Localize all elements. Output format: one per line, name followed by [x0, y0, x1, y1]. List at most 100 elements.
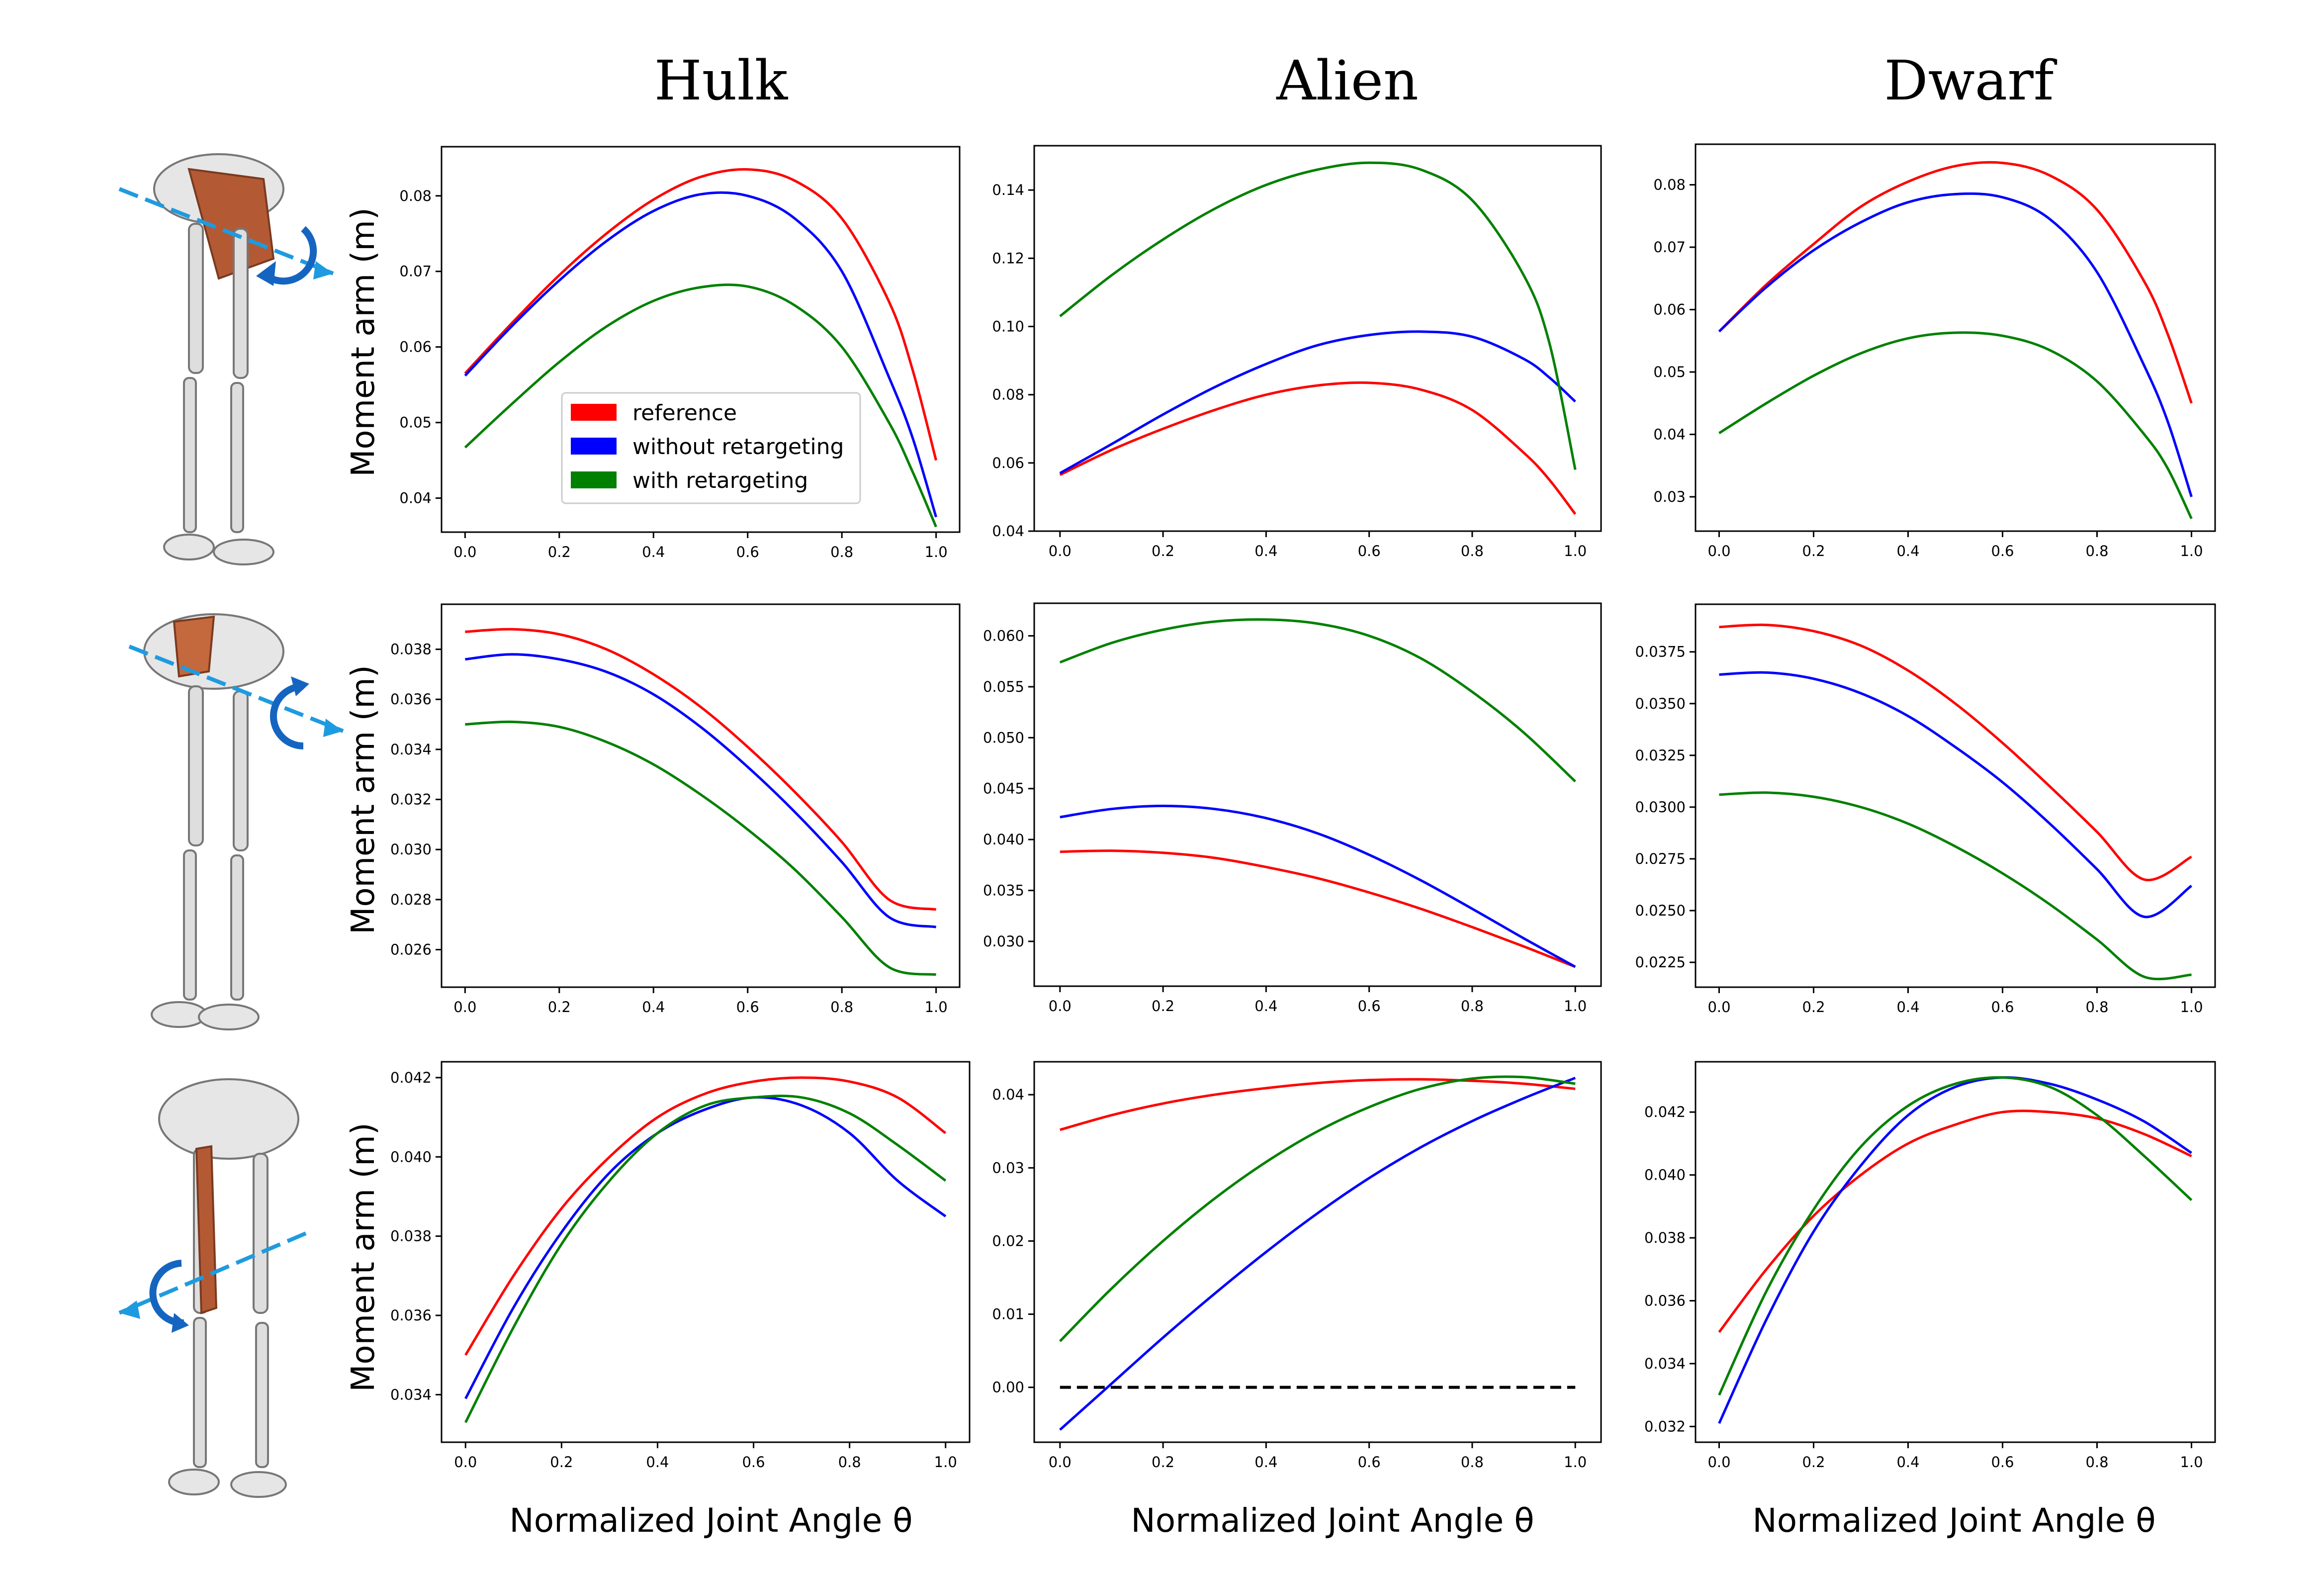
panel-r1c3: 0.0 0.2 0.4 0.6 0.8 1.0 0.03 0.04 0.05 0.06 0.07 0.…: [1653, 143, 2216, 559]
x-tick-label: 0.0: [1707, 999, 1730, 1016]
legend-swatch-without-retargeting: [571, 438, 617, 455]
y-tick-label: 0.07: [1653, 239, 1686, 256]
y-tick-label: 0.04: [992, 523, 1024, 540]
legend-swatch-reference: [571, 404, 617, 421]
legend-box: [561, 392, 861, 504]
y-tick-label: 0.038: [1644, 1229, 1686, 1246]
y-tick-label: 0.06: [399, 339, 432, 356]
x-tick-label: 1.0: [934, 1454, 957, 1471]
y-tick-label: 0.08: [992, 386, 1024, 403]
series-line-with-retargeting: [464, 1095, 947, 1423]
x-axis-label-dwarf: Normalized Joint Angle θ: [1752, 1501, 2155, 1540]
series-line-with-retargeting: [1059, 1075, 1576, 1342]
y-axis-label-row1: Moment arm (m): [345, 207, 382, 476]
series-line-reference: [1718, 1110, 2192, 1333]
y-tick-label: 0.034: [390, 741, 432, 758]
y-tick-label: 0.0275: [1635, 850, 1686, 867]
x-tick-label: 0.2: [550, 1454, 573, 1471]
series-line-without-retargeting: [1719, 671, 2192, 919]
x-tick-label: 0.8: [830, 999, 853, 1016]
legend: reference without retargeting with retar…: [561, 392, 861, 504]
x-tick-label: 0.2: [1152, 543, 1174, 559]
x-tick-label: 0.2: [1802, 543, 1825, 559]
y-tick-label: 0.14: [992, 182, 1024, 198]
series-line-with-retargeting: [1718, 1076, 2193, 1396]
x-tick-label: 1.0: [2180, 543, 2203, 559]
x-tick-label: 0.6: [1991, 999, 2014, 1016]
y-tick-label: 0.030: [983, 933, 1024, 950]
series-line-with-retargeting: [1718, 331, 2193, 519]
y-tick-label: 0.050: [983, 729, 1024, 746]
x-tick-label: 0.2: [548, 544, 571, 560]
x-tick-label: 0.6: [1358, 543, 1381, 559]
y-tick-label: 0.0325: [1635, 747, 1686, 764]
y-tick-label: 0.034: [1644, 1355, 1686, 1372]
x-tick-label: 0.4: [1896, 1454, 1919, 1471]
y-tick-label: 0.04: [992, 1086, 1024, 1103]
x-tick-label: 0.4: [1254, 998, 1277, 1015]
x-tick-label: 0.0: [1707, 1454, 1730, 1471]
y-tick-label: 0.08: [399, 187, 432, 204]
x-tick-label: 1.0: [925, 999, 948, 1016]
y-tick-label: 0.06: [992, 455, 1024, 471]
y-tick-label: 0.05: [1653, 364, 1686, 380]
series-line-without-retargeting: [465, 653, 937, 928]
x-tick-label: 1.0: [1564, 998, 1587, 1015]
x-tick-label: 0.6: [1991, 1454, 2014, 1471]
x-tick-label: 0.8: [2085, 1454, 2108, 1471]
y-tick-label: 0.026: [390, 941, 432, 958]
series-line-without-retargeting: [464, 191, 937, 518]
x-tick-label: 0.2: [1152, 998, 1174, 1015]
panel-frame-r2c1: [441, 603, 961, 988]
y-tick-label: 0.036: [390, 1307, 432, 1324]
x-tick-label: 0.0: [1049, 998, 1072, 1015]
x-tick-label: 0.8: [1461, 998, 1484, 1015]
x-tick-label: 0.6: [736, 999, 759, 1016]
y-tick-label: 0.030: [390, 841, 432, 858]
series-line-reference: [1059, 381, 1577, 515]
x-tick-label: 0.6: [742, 1454, 765, 1471]
y-tick-label: 0.035: [983, 882, 1024, 899]
x-axis-label-alien: Normalized Joint Angle θ: [1131, 1501, 1534, 1540]
y-tick-label: 0.03: [1653, 488, 1686, 505]
panel-frame-r3c1: [441, 1061, 971, 1443]
panel-frame-r2c2: [1033, 602, 1602, 987]
series-line-with-retargeting: [1059, 161, 1577, 470]
series-line-without-retargeting: [1718, 1076, 2192, 1424]
y-tick-label: 0.055: [983, 678, 1024, 695]
x-axis-label-hulk: Normalized Joint Angle θ: [509, 1501, 912, 1540]
series-line-without-retargeting: [464, 1096, 947, 1399]
series-line-reference: [1060, 849, 1576, 968]
x-tick-label: 0.8: [838, 1454, 861, 1471]
series-line-reference: [465, 628, 937, 911]
x-tick-label: 0.4: [1254, 543, 1277, 559]
x-tick-label: 0.6: [1991, 543, 2014, 559]
knee-flexion-muscle-skeleton-icon: [118, 1078, 307, 1498]
series-line-with-retargeting: [1719, 791, 2192, 981]
panel-frame-r1c2: [1033, 145, 1602, 532]
y-tick-label: 0.040: [390, 1148, 432, 1165]
y-tick-label: 0.04: [1653, 426, 1686, 443]
panel-frame-r1c1: [441, 146, 961, 533]
series-line-with-retargeting: [464, 283, 937, 528]
panel-r2c2: 0.0 0.2 0.4 0.6 0.8 1.0 0.030 0.035 0.040 0.045 0.…: [983, 602, 1602, 1015]
series-line-reference: [464, 1076, 947, 1356]
y-tick-label: 0.05: [399, 414, 432, 431]
x-tick-label: 0.4: [1896, 543, 1919, 559]
y-tick-label: 0.10: [992, 318, 1024, 335]
panel-r1c1: 0.0 0.2 0.4 0.6 0.8 1.0 0.04 0.05 0.06 0.07 0.08: [399, 146, 961, 560]
legend-label-reference: reference: [632, 400, 737, 426]
y-tick-label: 0.032: [1644, 1418, 1686, 1435]
series-line-without-retargeting: [1060, 804, 1576, 968]
x-tick-label: 0.2: [1152, 1454, 1174, 1471]
legend-label-without-retargeting: without retargeting: [632, 434, 844, 460]
panel-r3c3: 0.0 0.2 0.4 0.6 0.8 1.0 0.032 0.034 0.036 0.038 0.…: [1644, 1061, 2216, 1471]
y-tick-label: 0.03: [992, 1159, 1024, 1176]
y-axis-label-row2: Moment arm (m): [345, 665, 382, 934]
x-tick-label: 0.0: [454, 1454, 477, 1471]
y-tick-label: 0.07: [399, 263, 432, 280]
y-tick-label: 0.036: [390, 691, 432, 708]
y-tick-label: 0.042: [1644, 1104, 1686, 1120]
series-line-with-retargeting: [465, 720, 936, 976]
